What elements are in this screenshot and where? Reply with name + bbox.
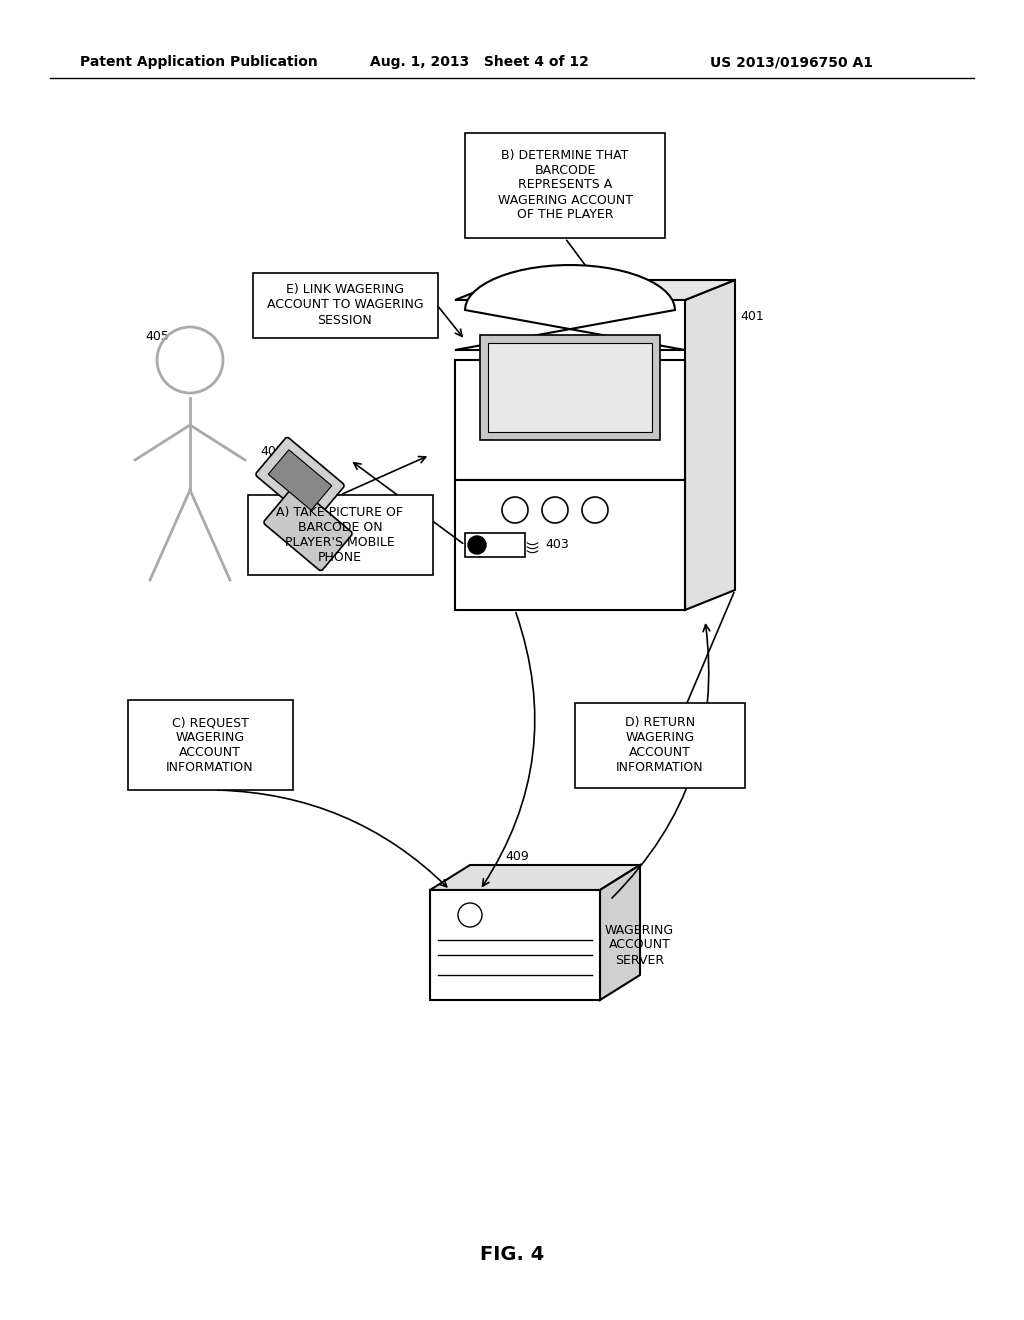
Polygon shape [685, 280, 735, 610]
Text: 405: 405 [145, 330, 169, 343]
FancyBboxPatch shape [256, 437, 344, 523]
Bar [575, 702, 745, 788]
Text: FIG. 4: FIG. 4 [480, 1246, 544, 1265]
Polygon shape [455, 280, 735, 300]
Text: E) LINK WAGERING
ACCOUNT TO WAGERING
SESSION: E) LINK WAGERING ACCOUNT TO WAGERING SES… [266, 284, 423, 326]
Polygon shape [455, 360, 685, 480]
Text: 401: 401 [740, 310, 764, 323]
Bar [248, 495, 432, 576]
Bar [430, 890, 600, 1001]
Bar [128, 700, 293, 789]
Polygon shape [480, 335, 660, 440]
Text: Patent Application Publication: Patent Application Publication [80, 55, 317, 69]
Text: 409: 409 [505, 850, 528, 863]
Text: D) RETURN
WAGERING
ACCOUNT
INFORMATION: D) RETURN WAGERING ACCOUNT INFORMATION [616, 715, 703, 774]
Bar [465, 533, 525, 557]
FancyBboxPatch shape [264, 486, 352, 570]
Polygon shape [488, 343, 652, 432]
Bar [253, 272, 437, 338]
Circle shape [468, 536, 486, 554]
Polygon shape [455, 480, 685, 610]
Text: US 2013/0196750 A1: US 2013/0196750 A1 [710, 55, 873, 69]
Text: 407: 407 [260, 445, 284, 458]
Polygon shape [430, 865, 640, 890]
Text: 403: 403 [545, 539, 568, 552]
FancyBboxPatch shape [268, 450, 332, 511]
Text: WAGERING
ACCOUNT
SERVER: WAGERING ACCOUNT SERVER [605, 924, 674, 966]
Polygon shape [455, 265, 685, 350]
Text: Aug. 1, 2013   Sheet 4 of 12: Aug. 1, 2013 Sheet 4 of 12 [370, 55, 589, 69]
Text: A) TAKE PICTURE OF
BARCODE ON
PLAYER'S MOBILE
PHONE: A) TAKE PICTURE OF BARCODE ON PLAYER'S M… [276, 506, 403, 564]
Text: C) REQUEST
WAGERING
ACCOUNT
INFORMATION: C) REQUEST WAGERING ACCOUNT INFORMATION [166, 715, 254, 774]
Polygon shape [600, 865, 640, 1001]
Text: B) DETERMINE THAT
BARCODE
REPRESENTS A
WAGERING ACCOUNT
OF THE PLAYER: B) DETERMINE THAT BARCODE REPRESENTS A W… [498, 149, 633, 222]
Bar [465, 132, 665, 238]
